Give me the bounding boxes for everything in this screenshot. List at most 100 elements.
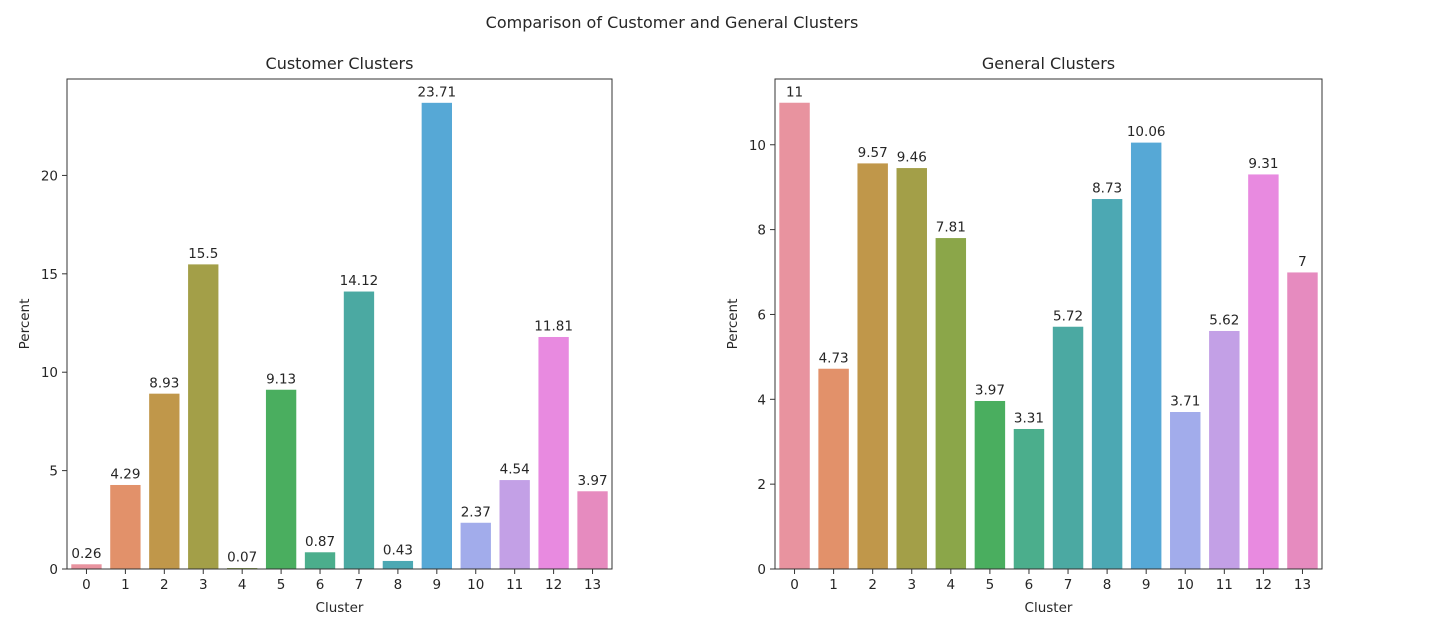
- x-tick-label: 2: [868, 577, 877, 593]
- data-label-cluster-2: 8.93: [149, 375, 179, 391]
- bar-cluster-11: [1208, 330, 1241, 570]
- data-label-cluster-6: 3.31: [1014, 411, 1044, 427]
- x-tick-label: 5: [986, 577, 995, 593]
- bar-cluster-1: [817, 367, 850, 570]
- x-tick-label: 8: [394, 577, 403, 593]
- bar-cluster-8: [1091, 198, 1124, 570]
- data-label-cluster-3: 9.46: [897, 150, 927, 166]
- data-label-cluster-7: 14.12: [340, 273, 379, 289]
- y-axis-label: Percent: [17, 299, 33, 350]
- x-tick-label: 12: [1255, 577, 1272, 593]
- x-tick-label: 12: [545, 577, 562, 593]
- bar-cluster-12: [1247, 173, 1280, 570]
- y-tick-label: 4: [757, 392, 766, 408]
- data-label-cluster-11: 5.62: [1209, 313, 1239, 329]
- y-tick-label: 6: [757, 307, 766, 323]
- bar-cluster-11: [498, 479, 531, 570]
- data-label-cluster-2: 9.57: [858, 145, 888, 161]
- x-tick-label: 8: [1103, 577, 1112, 593]
- bar-cluster-10: [1169, 411, 1202, 570]
- data-label-cluster-13: 7: [1298, 254, 1307, 270]
- bar-cluster-13: [1286, 271, 1319, 570]
- bar-cluster-6: [304, 551, 337, 570]
- bar-cluster-5: [265, 388, 298, 570]
- x-tick-label: 5: [277, 577, 286, 593]
- data-label-cluster-1: 4.29: [110, 467, 140, 483]
- x-tick-label: 3: [199, 577, 208, 593]
- x-tick-label: 3: [907, 577, 916, 593]
- x-tick-label: 4: [238, 577, 247, 593]
- x-axis-label: Cluster: [1025, 600, 1073, 616]
- x-tick-label: 6: [1025, 577, 1034, 593]
- bar-cluster-10: [459, 521, 492, 570]
- data-label-cluster-4: 0.07: [227, 550, 257, 566]
- y-tick-label: 10: [749, 138, 766, 154]
- bar-cluster-8: [381, 560, 414, 570]
- x-tick-label: 6: [316, 577, 325, 593]
- bar-cluster-6: [1012, 428, 1045, 570]
- bar-cluster-2: [856, 162, 889, 570]
- y-axis-label: Percent: [725, 299, 741, 350]
- x-tick-label: 13: [1294, 577, 1311, 593]
- x-tick-label: 1: [121, 577, 130, 593]
- bar-cluster-3: [895, 167, 928, 570]
- x-tick-label: 9: [1142, 577, 1151, 593]
- bar-cluster-1: [109, 484, 142, 570]
- data-label-cluster-8: 0.43: [383, 543, 413, 559]
- bar-cluster-7: [342, 290, 375, 570]
- data-label-cluster-5: 9.13: [266, 371, 296, 387]
- y-tick-label: 8: [757, 223, 766, 239]
- bar-cluster-4: [934, 237, 967, 570]
- data-label-cluster-1: 4.73: [819, 350, 849, 366]
- data-label-cluster-9: 10.06: [1127, 124, 1166, 140]
- x-tick-label: 10: [467, 577, 484, 593]
- x-tick-label: 11: [506, 577, 523, 593]
- x-tick-label: 2: [160, 577, 169, 593]
- y-tick-label: 5: [49, 464, 58, 480]
- x-tick-label: 0: [790, 577, 799, 593]
- figure-title: Comparison of Customer and General Clust…: [486, 13, 859, 32]
- x-tick-label: 13: [584, 577, 601, 593]
- data-label-cluster-6: 0.87: [305, 534, 335, 550]
- data-label-cluster-0: 0.26: [71, 546, 101, 562]
- bar-cluster-9: [420, 102, 453, 570]
- data-label-cluster-8: 8.73: [1092, 181, 1122, 197]
- data-label-cluster-9: 23.71: [417, 84, 456, 100]
- bar-cluster-3: [187, 263, 220, 570]
- data-label-cluster-3: 15.5: [188, 246, 218, 262]
- y-tick-label: 15: [41, 267, 58, 283]
- x-tick-label: 1: [829, 577, 838, 593]
- x-tick-label: 10: [1177, 577, 1194, 593]
- data-label-cluster-7: 5.72: [1053, 308, 1083, 324]
- chart-title: General Clusters: [982, 54, 1115, 73]
- general-clusters-chart: 11 0 4.73 1 9.57 2 9.46 3 7.81 4 3.97 5 3.31 6 5.72 7 8.…: [725, 54, 1323, 616]
- data-label-cluster-12: 9.31: [1248, 156, 1278, 172]
- x-tick-label: 7: [1064, 577, 1073, 593]
- y-tick-label: 0: [757, 562, 766, 578]
- axes-frame: [66, 78, 613, 570]
- data-label-cluster-12: 11.81: [534, 319, 573, 335]
- x-tick-label: 9: [433, 577, 442, 593]
- x-tick-label: 4: [947, 577, 956, 593]
- x-tick-label: 7: [355, 577, 364, 593]
- bar-cluster-7: [1052, 325, 1085, 570]
- data-label-cluster-0: 11: [786, 84, 803, 100]
- data-label-cluster-13: 3.97: [578, 473, 608, 489]
- bar-cluster-2: [148, 392, 181, 570]
- data-label-cluster-10: 2.37: [461, 504, 491, 520]
- x-tick-label: 0: [82, 577, 91, 593]
- y-tick-label: 20: [41, 168, 58, 184]
- y-tick-label: 0: [49, 562, 58, 578]
- y-tick-label: 10: [41, 365, 58, 381]
- x-tick-label: 11: [1216, 577, 1233, 593]
- bar-cluster-0: [70, 563, 103, 570]
- chart-title: Customer Clusters: [266, 54, 414, 73]
- bar-cluster-13: [576, 490, 609, 570]
- x-axis-label: Cluster: [316, 600, 364, 616]
- y-tick-label: 2: [757, 477, 766, 493]
- bar-cluster-0: [778, 101, 811, 570]
- data-label-cluster-10: 3.71: [1170, 394, 1200, 410]
- data-label-cluster-4: 7.81: [936, 220, 966, 236]
- customer-clusters-chart: 0.26 0 4.29 1 8.93 2 15.5 3 0.07 4 9.13 5 0.87 6 14.12…: [17, 54, 613, 616]
